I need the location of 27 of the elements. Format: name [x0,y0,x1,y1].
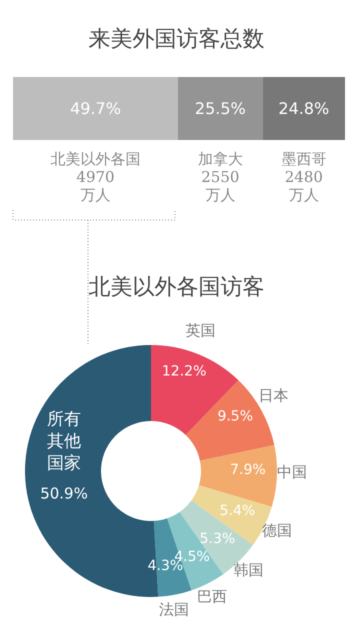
slice-label: 所有其他国家 [47,409,82,474]
data-label: 5.4% [220,503,256,520]
data-label: 24.8% [278,99,330,118]
slice-label: 法国 [158,600,189,618]
data-label: 50.9% [40,484,88,502]
data-label: 49.7% [70,99,121,118]
text: 4970 万人 [76,168,115,204]
chart-title: 北美以外各国访客 [88,274,266,302]
data-label: 12.2% [162,363,206,380]
slice-label: 英国 [186,322,216,340]
series-label: 墨西哥 [281,150,326,168]
data-label: 7.9% [230,462,266,478]
donut-slice [186,380,274,461]
slice-label: 日本 [258,386,289,404]
slice-label: 韩国 [233,561,264,580]
slice-label: 中国 [276,462,307,481]
text: 2550 万人 [201,168,240,204]
data-label: 25.5% [194,99,246,118]
slice-label: 德国 [262,522,292,540]
data-label: 9.5% [217,408,254,425]
data-label: 5.3% [200,530,236,547]
series-label: 北美以外各国 [50,150,140,168]
chart-title: 来美外国访客总数 [88,26,266,54]
text: 2480 万人 [284,168,323,204]
slice-label: 巴西 [196,587,227,606]
data-label: 4.3% [148,558,184,574]
series-label: 加拿大 [198,150,243,168]
